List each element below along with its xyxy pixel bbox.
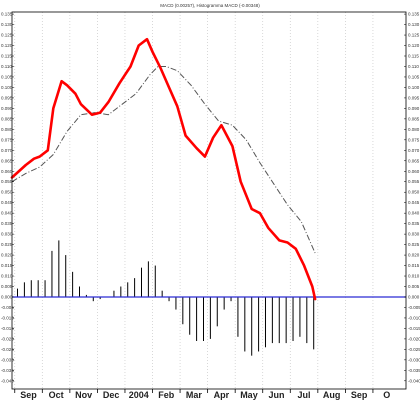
y-tick-label-left: 0.055	[1, 179, 13, 184]
y-tick-label-left: 0.035	[1, 221, 13, 226]
x-tick-label: Oct	[49, 390, 64, 400]
y-tick-label-left: 0.105	[1, 74, 13, 79]
y-tick-label-right: -0.005	[408, 305, 420, 310]
y-tick-label-left: 0.010	[1, 274, 13, 279]
y-tick-label-right: -0.025	[408, 347, 420, 352]
x-tick-label: 2004	[129, 390, 149, 400]
y-tick-label-right: 0.035	[408, 221, 420, 226]
y-tick-label-left: 0.085	[1, 116, 13, 121]
y-tick-label-left: 0.075	[1, 137, 13, 142]
y-tick-label-right: 0.025	[408, 242, 420, 247]
y-tick-label-right: -0.035	[408, 368, 420, 373]
y-tick-label-left: 0.015	[1, 263, 13, 268]
y-tick-label-right: -0.020	[408, 336, 420, 341]
y-tick-label-right: 0.120	[408, 43, 420, 48]
y-tick-label-right: 0.130	[408, 22, 420, 27]
y-tick-label-right: 0.135	[408, 12, 420, 17]
axis-layer: 0.135 0.135 0.130 0.130 0.125 0.125 0.120 0.120…	[1, 12, 420, 400]
y-tick-label-right: 0.010	[408, 274, 420, 279]
y-tick-label-right: 0.055	[408, 179, 420, 184]
y-tick-label-right: 0.060	[408, 169, 420, 174]
line-layer	[10, 37, 317, 301]
y-tick-label-left: 0.005	[1, 284, 13, 289]
y-tick-label-right: 0.085	[408, 116, 420, 121]
y-tick-label-right: 0.000	[408, 294, 420, 299]
y-tick-label-left: -0.040	[1, 378, 14, 383]
chart-title: MACD (0.00257), Histogramma MACD (-0.003…	[160, 3, 260, 8]
y-tick-label-left: 0.045	[1, 200, 13, 205]
y-tick-label-left: -0.030	[1, 357, 14, 362]
y-tick-label-left: 0.065	[1, 158, 13, 163]
y-tick-label-right: 0.105	[408, 74, 420, 79]
y-tick-label-right: 0.030	[408, 232, 420, 237]
y-tick-label-left: 0.020	[1, 253, 13, 258]
y-tick-label-left: -0.005	[1, 305, 14, 310]
y-tick-label-left: 0.000	[1, 294, 13, 299]
y-tick-label-right: 0.040	[408, 211, 420, 216]
plot-frame	[11, 11, 407, 390]
y-tick-label-left: 0.130	[1, 22, 13, 27]
y-tick-label-left: -0.035	[1, 368, 14, 373]
x-tick-label: Sep	[351, 390, 368, 400]
y-tick-label-right: 0.080	[408, 127, 420, 132]
y-tick-label-left: -0.025	[1, 347, 14, 352]
x-tick-label: Apr	[214, 390, 230, 400]
x-tick-label: Mar	[186, 390, 203, 400]
x-tick-label: Nov	[75, 390, 92, 400]
y-tick-label-right: 0.015	[408, 263, 420, 268]
y-tick-label-right: -0.040	[408, 378, 420, 383]
y-tick-label-left: 0.125	[1, 33, 13, 38]
y-tick-label-right: 0.090	[408, 106, 420, 111]
signal-line	[11, 66, 316, 254]
y-tick-label-left: 0.135	[1, 12, 13, 17]
y-tick-label-left: 0.040	[1, 211, 13, 216]
y-tick-label-right: 0.065	[408, 158, 420, 163]
x-tick-label: Aug	[323, 390, 341, 400]
y-tick-label-left: 0.110	[1, 64, 12, 69]
x-tick-label: Sep	[20, 390, 37, 400]
y-tick-label-right: 0.020	[408, 253, 420, 258]
y-tick-label-left: 0.070	[1, 148, 13, 153]
y-tick-label-right: 0.125	[408, 33, 420, 38]
y-tick-label-right: 0.045	[408, 200, 420, 205]
y-tick-label-left: 0.030	[1, 232, 13, 237]
x-tick-label: Feb	[158, 390, 175, 400]
y-tick-label-left: 0.050	[1, 190, 13, 195]
y-tick-label-right: 0.075	[408, 137, 420, 142]
x-tick-label: May	[240, 390, 258, 400]
y-tick-label-right: 0.100	[408, 85, 420, 90]
y-tick-label-left: 0.120	[1, 43, 13, 48]
y-tick-label-left: 0.025	[1, 242, 13, 247]
y-tick-label-left: 0.090	[1, 106, 13, 111]
y-tick-label-left: 0.060	[1, 169, 13, 174]
y-tick-label-right: 0.095	[408, 95, 420, 100]
y-tick-label-right: 0.110	[408, 64, 419, 69]
x-tick-label: Dec	[103, 390, 120, 400]
y-tick-label-left: 0.115	[1, 54, 12, 59]
y-tick-label-right: -0.010	[408, 315, 420, 320]
y-tick-label-right: 0.050	[408, 190, 420, 195]
y-tick-label-right: -0.030	[408, 357, 420, 362]
x-tick-label: Jul	[298, 390, 311, 400]
y-tick-label-left: -0.010	[1, 315, 14, 320]
x-tick-label: O	[383, 390, 390, 400]
y-tick-label-right: -0.015	[408, 326, 420, 331]
y-tick-label-left: 0.080	[1, 127, 13, 132]
x-tick-label: Jun	[268, 390, 284, 400]
macd-line	[10, 37, 317, 301]
y-tick-label-right: 0.115	[408, 54, 419, 59]
histogram-layer	[17, 240, 315, 356]
y-tick-label-left: -0.015	[1, 326, 14, 331]
y-tick-label-left: 0.100	[1, 85, 13, 90]
y-tick-label-left: 0.095	[1, 95, 13, 100]
y-tick-label-right: 0.005	[408, 284, 420, 289]
y-tick-label-right: 0.070	[408, 148, 420, 153]
y-tick-label-left: -0.020	[1, 336, 14, 341]
